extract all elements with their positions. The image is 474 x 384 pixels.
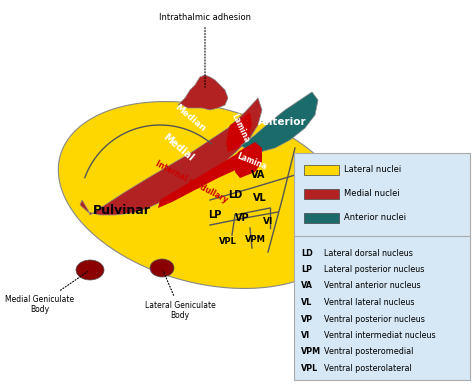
Text: Lateral Geniculate
Body: Lateral Geniculate Body bbox=[145, 271, 215, 320]
Text: Lateral posterior nucleus: Lateral posterior nucleus bbox=[324, 265, 424, 274]
Text: LP: LP bbox=[208, 210, 222, 220]
Text: Medial: Medial bbox=[161, 132, 195, 164]
Text: VP: VP bbox=[301, 314, 313, 323]
FancyBboxPatch shape bbox=[304, 213, 339, 223]
FancyBboxPatch shape bbox=[294, 153, 470, 239]
FancyBboxPatch shape bbox=[304, 165, 339, 175]
Text: Median: Median bbox=[173, 103, 207, 133]
Text: LD: LD bbox=[228, 190, 242, 200]
Ellipse shape bbox=[150, 259, 174, 277]
FancyBboxPatch shape bbox=[294, 236, 470, 380]
Ellipse shape bbox=[76, 260, 104, 280]
Text: Ventral intermediat nucleus: Ventral intermediat nucleus bbox=[324, 331, 436, 340]
Polygon shape bbox=[158, 138, 262, 208]
Text: Ventral posteromedial: Ventral posteromedial bbox=[324, 348, 413, 356]
Text: VA: VA bbox=[301, 281, 313, 291]
Text: VPL: VPL bbox=[301, 364, 318, 373]
Text: Anterior: Anterior bbox=[258, 117, 306, 127]
Text: Lamina: Lamina bbox=[229, 112, 251, 144]
Text: Pulvinar: Pulvinar bbox=[93, 204, 151, 217]
Text: Medial Geniculate
Body: Medial Geniculate Body bbox=[5, 271, 88, 314]
Text: VPM: VPM bbox=[301, 348, 321, 356]
Text: Ventral anterior nucleus: Ventral anterior nucleus bbox=[324, 281, 420, 291]
Text: Ventral posterolateral: Ventral posterolateral bbox=[324, 364, 412, 373]
Text: Medial nuclei: Medial nuclei bbox=[344, 189, 400, 199]
Text: Internal medullary: Internal medullary bbox=[155, 159, 229, 205]
Text: Lateral dorsal nucleus: Lateral dorsal nucleus bbox=[324, 248, 413, 258]
Polygon shape bbox=[235, 142, 262, 178]
Text: Lateral nuclei: Lateral nuclei bbox=[344, 166, 401, 174]
Text: VPL: VPL bbox=[219, 237, 237, 247]
Text: VL: VL bbox=[301, 298, 312, 307]
Text: VL: VL bbox=[253, 193, 267, 203]
Text: Ventral lateral nucleus: Ventral lateral nucleus bbox=[324, 298, 414, 307]
Polygon shape bbox=[178, 75, 228, 110]
Text: VA: VA bbox=[251, 170, 265, 180]
Text: Intrathalmic adhesion: Intrathalmic adhesion bbox=[159, 13, 251, 87]
Text: VI: VI bbox=[301, 331, 310, 340]
Polygon shape bbox=[238, 92, 318, 152]
Polygon shape bbox=[80, 98, 262, 215]
Text: VP: VP bbox=[235, 213, 249, 223]
Text: LP: LP bbox=[301, 265, 312, 274]
Text: Lamina: Lamina bbox=[236, 152, 268, 172]
FancyBboxPatch shape bbox=[304, 189, 339, 199]
Text: LD: LD bbox=[301, 248, 313, 258]
Text: Ventral posterior nucleus: Ventral posterior nucleus bbox=[324, 314, 425, 323]
Text: Anterior nuclei: Anterior nuclei bbox=[344, 214, 406, 222]
Polygon shape bbox=[226, 112, 252, 152]
Polygon shape bbox=[58, 101, 352, 288]
Text: VPM: VPM bbox=[245, 235, 265, 245]
Text: VI: VI bbox=[263, 217, 273, 227]
